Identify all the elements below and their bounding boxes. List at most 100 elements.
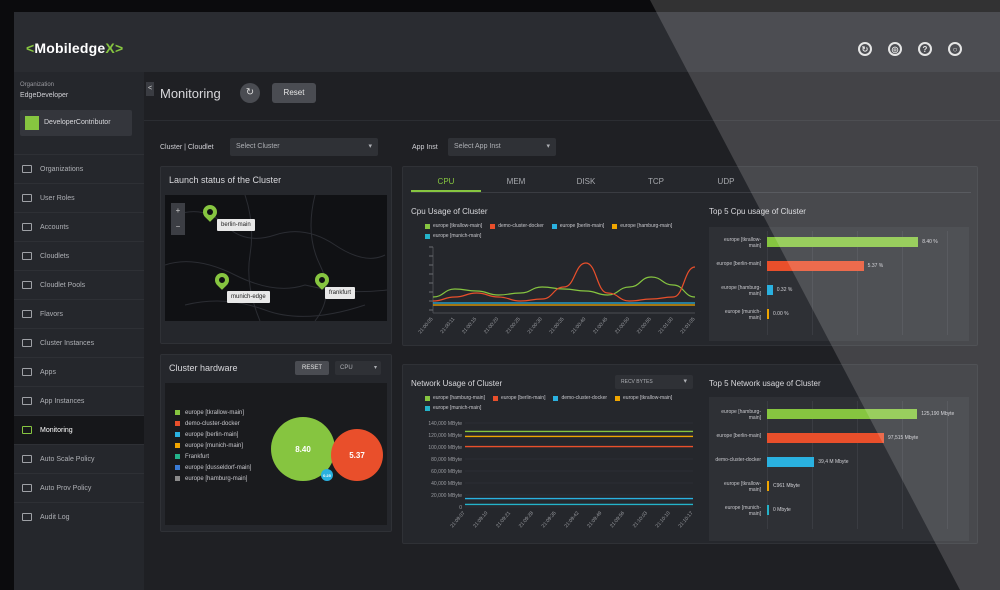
toolbar-divider bbox=[144, 120, 1000, 121]
legend-item[interactable]: europe [hamburg-main] bbox=[425, 395, 485, 401]
logo-name: Mobiledge bbox=[34, 40, 106, 56]
x-tick-label: 21:09:07 bbox=[449, 510, 466, 529]
legend-swatch bbox=[175, 443, 180, 448]
refresh-button[interactable]: ↻ bbox=[240, 83, 260, 103]
sidebar-nav: Organizations User Roles Accounts Cloudlets… bbox=[14, 154, 144, 531]
legend-label: demo-cluster-docker bbox=[561, 395, 608, 401]
sidebar-item[interactable]: Monitoring bbox=[14, 415, 144, 444]
page-title: Monitoring bbox=[160, 86, 221, 101]
auto-prov-icon bbox=[22, 484, 32, 492]
legend-item[interactable]: europe [hamburg-main] bbox=[612, 223, 672, 229]
bar[interactable] bbox=[767, 261, 864, 271]
legend-item[interactable]: europe [dusseldorf-main] bbox=[175, 462, 251, 473]
refresh-icon[interactable]: ↻ bbox=[858, 42, 872, 56]
cpu-panel: CPU MEM DISK TCP UDP Cpu Usage of Cluster eu… bbox=[402, 166, 978, 346]
bar[interactable] bbox=[767, 433, 884, 443]
cpu-series-line[interactable] bbox=[432, 276, 696, 298]
sidebar-item[interactable]: Organizations bbox=[14, 154, 144, 183]
grid-line bbox=[767, 231, 768, 335]
sidebar-collapse-button[interactable]: < bbox=[146, 82, 154, 96]
cluster-map[interactable]: + − berlin-main munich-edge frankfurt bbox=[165, 195, 387, 321]
legend-swatch bbox=[425, 223, 430, 229]
sidebar-item[interactable]: App Instances bbox=[14, 386, 144, 415]
top-bar: <MobiledgeX> ↻ ◎ ? ○ bbox=[14, 12, 1000, 72]
cloudlets-icon bbox=[22, 252, 32, 260]
bar-value-label: 97,515 Mbyte bbox=[888, 435, 919, 441]
legend-label: europe [hamburg-main] bbox=[185, 475, 248, 482]
tab-mem[interactable]: MEM bbox=[506, 177, 526, 186]
x-tick-label: 21:00:40 bbox=[570, 316, 587, 335]
legend-item[interactable]: europe [hamburg-main] bbox=[175, 473, 251, 484]
network-line-chart[interactable]: 140,000 MByte 120,000 MByte 100,000 MByte 8… bbox=[407, 419, 697, 541]
bar[interactable] bbox=[767, 237, 919, 247]
sidebar-item[interactable]: User Roles bbox=[14, 183, 144, 212]
app-inst-select[interactable]: Select App Inst ▾ bbox=[448, 138, 556, 156]
legend-item[interactable]: demo-cluster-docker bbox=[175, 418, 251, 429]
zoom-in-button[interactable]: + bbox=[175, 206, 181, 215]
legend-item[interactable]: Frankfurt bbox=[175, 451, 251, 462]
sidebar: Organization EdgeDeveloper DeveloperCont… bbox=[14, 72, 144, 590]
bar[interactable] bbox=[767, 505, 769, 515]
launch-status-title: Launch status of the Cluster bbox=[169, 175, 282, 185]
sidebar-item[interactable]: Flavors bbox=[14, 299, 144, 328]
sidebar-item[interactable]: Auto Prov Policy bbox=[14, 473, 144, 502]
sidebar-item[interactable]: Cloudlet Pools bbox=[14, 270, 144, 299]
legend-item[interactable]: europe [berlin-main] bbox=[492, 395, 545, 401]
bar[interactable] bbox=[767, 481, 769, 491]
logo[interactable]: <MobiledgeX> bbox=[26, 40, 123, 56]
cpu-line-chart[interactable]: 21:00:05 21:00:11 21:00:15 21:00:20 21:00:25… bbox=[411, 243, 701, 343]
legend-item[interactable]: europe [munich-main] bbox=[425, 233, 481, 239]
map-marker-label[interactable]: berlin-main bbox=[217, 219, 255, 231]
tab-tcp[interactable]: TCP bbox=[648, 177, 664, 186]
legend-label: demo-cluster-docker bbox=[185, 420, 240, 427]
legend-item[interactable]: europe [berlin-main] bbox=[551, 223, 604, 229]
top5-cpu-chart: europe [tkrallow-main] 8.40 % europe [berl… bbox=[709, 227, 969, 341]
legend-item[interactable]: demo-cluster-docker bbox=[553, 395, 607, 401]
network-metric-select[interactable]: RECV BYTES ▾ bbox=[615, 375, 693, 389]
tab-disk[interactable]: DISK bbox=[576, 177, 596, 186]
zoom-out-button[interactable]: − bbox=[175, 222, 181, 231]
user-icon[interactable]: ○ bbox=[948, 42, 962, 56]
hardware-metric-select[interactable]: CPU ▾ bbox=[335, 361, 381, 375]
cpu-series-line[interactable] bbox=[432, 262, 696, 302]
role-selector[interactable]: DeveloperContributor bbox=[20, 110, 132, 136]
chevron-down-icon: ▾ bbox=[683, 378, 687, 385]
y-tick-label: 120,000 MByte bbox=[428, 433, 462, 439]
chevron-down-icon: ▾ bbox=[546, 143, 550, 150]
bar[interactable] bbox=[767, 457, 815, 467]
legend-item[interactable]: europe [tkrallow-main] bbox=[175, 407, 251, 418]
legend-item[interactable]: europe [berlin-main] bbox=[175, 429, 251, 440]
x-tick-label: 21:00:35 bbox=[548, 316, 565, 335]
bar[interactable] bbox=[767, 285, 773, 295]
legend-item[interactable]: europe [munich-main] bbox=[175, 440, 251, 451]
legend-item[interactable]: demo-cluster-docker bbox=[490, 223, 544, 229]
tab-udp[interactable]: UDP bbox=[717, 177, 735, 186]
cluster-select[interactable]: Select Cluster ▾ bbox=[230, 138, 378, 156]
tab-cpu[interactable]: CPU bbox=[411, 173, 481, 192]
sidebar-item[interactable]: Apps bbox=[14, 357, 144, 386]
legend-item[interactable]: europe [tkrallow-main] bbox=[425, 223, 482, 229]
help-icon[interactable]: ? bbox=[918, 42, 932, 56]
map-marker-label[interactable]: munich-edge bbox=[227, 291, 270, 303]
map-zoom-control[interactable]: + − bbox=[171, 203, 185, 235]
x-tick-label: 21:10:10 bbox=[655, 510, 672, 529]
sidebar-item[interactable]: Auto Scale Policy bbox=[14, 444, 144, 473]
bar[interactable] bbox=[767, 309, 769, 319]
bar-category-label: europe [hamburg-main] bbox=[721, 409, 761, 421]
hardware-reset-button[interactable]: RESET bbox=[295, 361, 329, 375]
launch-status-panel: Launch status of the Cluster + − berlin-… bbox=[160, 166, 392, 344]
hardware-bubble[interactable]: 5.37 bbox=[331, 429, 383, 481]
sidebar-item[interactable]: Accounts bbox=[14, 212, 144, 241]
sidebar-item[interactable]: Audit Log bbox=[14, 502, 144, 531]
legend-swatch bbox=[175, 454, 180, 459]
globe-icon[interactable]: ◎ bbox=[888, 42, 902, 56]
bar[interactable] bbox=[767, 409, 918, 419]
map-marker-label[interactable]: frankfurt bbox=[325, 287, 356, 299]
hardware-bubble[interactable]: 0.25 bbox=[321, 469, 333, 481]
legend-item[interactable]: europe [tkrallow-main] bbox=[615, 395, 672, 401]
legend-item[interactable]: europe [munich-main] bbox=[425, 405, 481, 411]
sidebar-item[interactable]: Cloudlets bbox=[14, 241, 144, 270]
reset-button[interactable]: Reset bbox=[272, 83, 316, 103]
sidebar-item[interactable]: Cluster Instances bbox=[14, 328, 144, 357]
legend-swatch bbox=[612, 223, 618, 229]
